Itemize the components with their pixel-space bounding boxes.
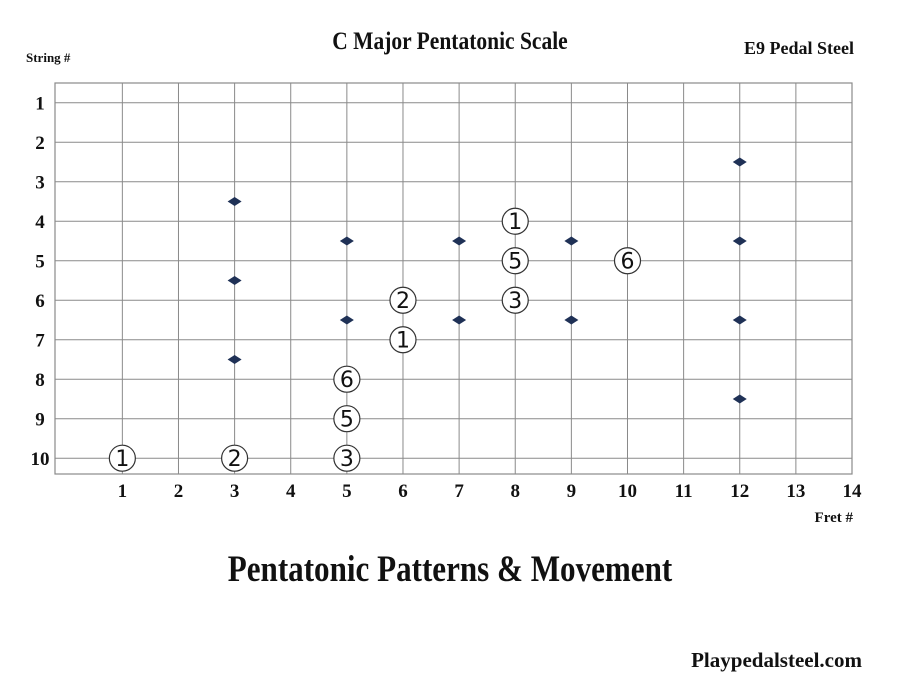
string-tick-label: 10 <box>31 449 50 470</box>
string-tick-label: 3 <box>35 173 45 194</box>
note-circle <box>333 365 361 393</box>
fret-tick-label: 11 <box>675 481 693 502</box>
note-degree-label: 1 <box>115 447 129 472</box>
note-degree-label: 1 <box>396 329 410 354</box>
instrument-label: E9 Pedal Steel <box>744 38 854 58</box>
note-circle <box>333 405 361 433</box>
fret-tick-label: 13 <box>786 481 805 502</box>
fret-marker-diamond <box>732 157 747 167</box>
fret-tick-label: 2 <box>174 481 184 502</box>
note-circle <box>389 286 417 314</box>
fret-marker-diamond <box>339 315 354 325</box>
fret-marker-diamond <box>732 394 747 404</box>
string-tick-label: 2 <box>35 133 45 154</box>
fret-axis-label: Fret # <box>814 510 853 526</box>
note-degree-label: 2 <box>396 289 410 314</box>
fret-marker-diamond <box>732 236 747 246</box>
string-tick-label: 5 <box>35 252 45 273</box>
string-axis-label: String # <box>26 50 71 65</box>
note-degree-label: 5 <box>340 408 354 433</box>
note-circle <box>108 444 136 472</box>
string-tick-label: 9 <box>35 410 45 431</box>
note-degree-label: 5 <box>508 250 522 275</box>
note-circle <box>501 247 529 275</box>
fret-tick-label: 4 <box>286 481 296 502</box>
note-circle <box>333 444 361 472</box>
note-circle <box>501 286 529 314</box>
fret-tick-label: 9 <box>567 481 577 502</box>
fret-tick-label: 3 <box>230 481 240 502</box>
fret-tick-label: 14 <box>843 481 863 502</box>
note-degree-label: 6 <box>340 368 354 393</box>
string-tick-label: 4 <box>35 212 45 233</box>
fret-tick-label: 10 <box>618 481 637 502</box>
note-circle <box>501 207 529 235</box>
fret-marker-diamond <box>227 196 242 206</box>
chart-title: C Major Pentatonic Scale <box>332 28 568 55</box>
diagram-subtitle: Pentatonic Patterns & Movement <box>227 549 673 590</box>
fret-marker-diamond <box>732 315 747 325</box>
fret-marker-diamond <box>564 315 579 325</box>
plot-frame <box>54 82 853 475</box>
fret-tick-label: 6 <box>398 481 408 502</box>
fret-marker-diamond <box>452 236 467 246</box>
note-degree-label: 1 <box>508 210 522 235</box>
string-tick-label: 6 <box>35 291 45 312</box>
fret-marker-diamond <box>564 236 579 246</box>
string-tick-label: 8 <box>35 370 45 391</box>
fret-tick-label: 8 <box>510 481 520 502</box>
fret-marker-diamond <box>227 354 242 364</box>
note-circle <box>221 444 249 472</box>
note-degree-label: 3 <box>340 447 354 472</box>
fret-tick-label: 12 <box>730 481 749 502</box>
site-url: Playpedalsteel.com <box>691 648 862 672</box>
string-tick-label: 1 <box>35 94 45 115</box>
note-degree-label: 3 <box>508 289 522 314</box>
fret-marker-diamond <box>452 315 467 325</box>
note-degree-label: 2 <box>228 447 242 472</box>
fret-tick-label: 1 <box>118 481 128 502</box>
fret-tick-label: 7 <box>454 481 464 502</box>
fret-marker-diamond <box>227 275 242 285</box>
fret-marker-diamond <box>339 236 354 246</box>
note-circle <box>613 247 642 275</box>
fret-tick-label: 5 <box>342 481 352 502</box>
note-circle <box>389 326 417 354</box>
note-degree-label: 6 <box>620 250 634 275</box>
string-tick-label: 7 <box>35 331 45 352</box>
